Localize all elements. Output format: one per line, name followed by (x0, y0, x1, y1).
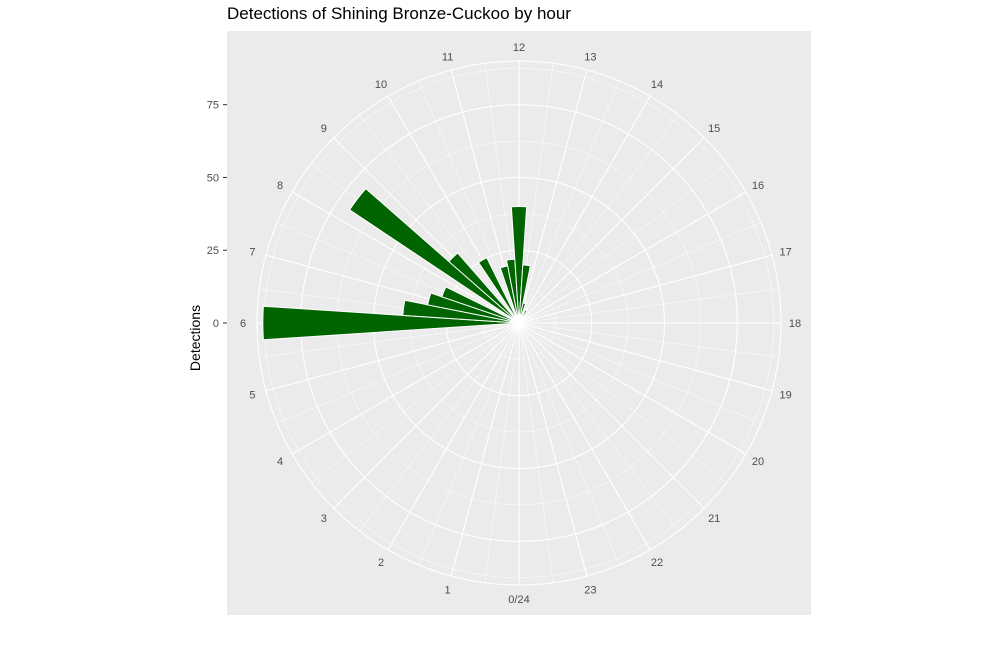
chart-title: Detections of Shining Bronze-Cuckoo by h… (227, 4, 571, 23)
angle-tick-label: 4 (277, 456, 283, 468)
bar-wedge-10 (477, 257, 520, 324)
bar-wedge-14 (518, 309, 528, 324)
angle-tick-label: 8 (277, 180, 283, 192)
y-axis: 0 25 50 75 (207, 100, 227, 330)
angle-tick-label: 6 (240, 318, 246, 330)
bar-wedge-7.5 (441, 286, 520, 324)
angle-tick-label: 14 (651, 79, 663, 91)
angle-tick-label: 20 (752, 456, 764, 468)
angle-tick-label: 11 (442, 51, 453, 63)
grid-spoke-major (518, 322, 651, 551)
angle-tick-label: 7 (249, 247, 255, 259)
bars (262, 187, 531, 341)
bar-wedge-8.5 (348, 187, 520, 324)
grid-spoke-major (518, 322, 588, 577)
grid-spoke-major (291, 322, 520, 455)
angle-tick-label: 3 (321, 513, 327, 525)
angle-tick-label: 19 (779, 389, 791, 401)
grid-spoke-major (518, 95, 651, 324)
angle-tick-label: 18 (789, 318, 801, 330)
grid-spoke-major (518, 322, 773, 392)
angle-tick-labels: 0/24123456789101112131415161718192021222… (240, 42, 801, 606)
grid-spoke-major (387, 322, 520, 551)
angle-tick-label: 12 (513, 42, 525, 54)
angle-tick-label: 2 (378, 557, 384, 569)
angle-tick-label: 17 (779, 247, 791, 259)
angle-tick-label: 1 (445, 585, 451, 597)
angle-tick-label: 16 (752, 180, 764, 192)
y-tick-label: 50 (207, 172, 219, 184)
grid-spoke-major (333, 322, 520, 509)
angle-tick-label: 22 (651, 557, 663, 569)
grid-spoke-major (518, 137, 705, 324)
bar-wedge-9 (448, 252, 520, 324)
grid-spoke-major (518, 322, 747, 455)
angle-tick-label: 9 (321, 123, 327, 135)
grid-spoke-major (518, 69, 588, 324)
grid-spoke-major (291, 191, 520, 324)
y-tick-label: 75 (207, 100, 219, 112)
grid-spoke-major (518, 191, 747, 324)
y-tick-label: 25 (207, 245, 219, 257)
grid-spoke-major (518, 254, 773, 324)
y-axis-title: Detections (187, 305, 203, 371)
grid-spoke-major (265, 322, 520, 392)
angle-tick-label: 10 (375, 79, 387, 91)
bar-wedge-6 (262, 305, 520, 341)
grid-spoke-major (518, 322, 705, 509)
angle-tick-label: 23 (584, 585, 596, 597)
angle-tick-label: 5 (249, 389, 255, 401)
y-tick-label: 0 (213, 318, 219, 330)
bar-wedge-16 (518, 319, 525, 324)
bar-wedge-12 (510, 206, 528, 324)
angle-tick-label: 21 (708, 513, 720, 525)
angle-tick-label: 0/24 (508, 594, 529, 606)
bar-wedge-13 (518, 302, 527, 324)
grid-spoke-major (450, 322, 520, 577)
angle-tick-label: 15 (708, 123, 720, 135)
angle-tick-label: 13 (584, 51, 596, 63)
